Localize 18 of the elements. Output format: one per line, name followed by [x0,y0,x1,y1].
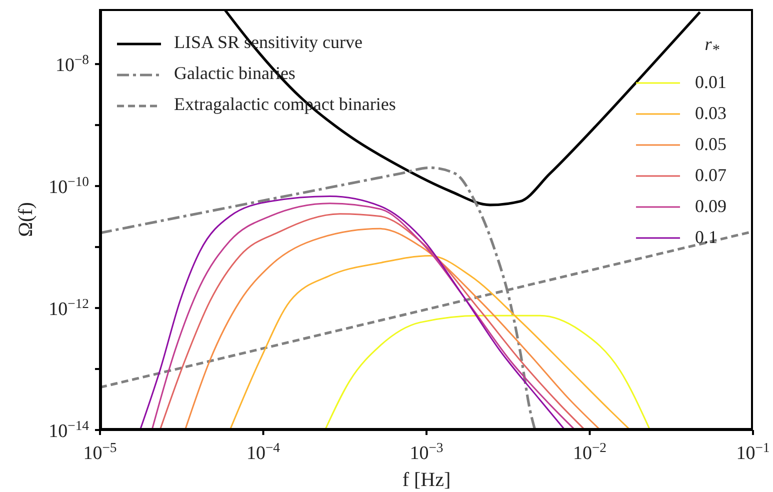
y-tick-label: 10$^{−12}$ [48,296,90,320]
legend-label: 0.1 [695,226,718,249]
y-tick-label: 10$^{−14}$ [48,418,90,442]
x-tick-label: 10$^{−1}$ [736,440,770,464]
y-axis-title: Ω(f) [15,202,37,237]
legend-label: 0.05 [695,132,728,156]
x-tick-label: 10$^{−4}$ [246,440,280,464]
legend-label: 0.09 [695,194,728,218]
legend-label: 0.01 [695,70,728,94]
x-axis-title: f [Hz] [402,469,451,491]
legend-label: 0.07 [695,164,728,187]
y-tick-label: 10$^{−10}$ [48,174,90,198]
x-tick-label: 10$^{−3}$ [410,440,444,464]
legend-title: r$_{*}$ [704,34,720,59]
x-tick-label: 10$^{−5}$ [83,440,117,464]
y-tick-label: 10$^{−8}$ [55,52,90,76]
x-tick-label: 10$^{−2}$ [572,440,607,464]
legend-label: 0.03 [695,102,728,125]
